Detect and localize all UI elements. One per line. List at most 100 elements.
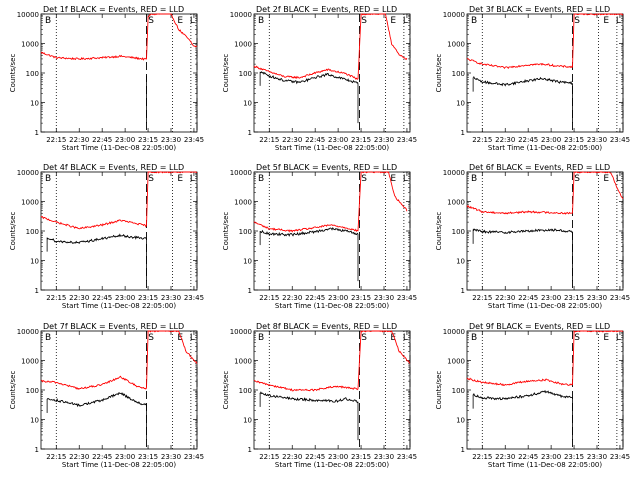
x-tick-label: 23:15 xyxy=(564,453,584,461)
plot-frame xyxy=(40,13,198,133)
marker-label-e: E xyxy=(390,174,396,184)
y-tick-label: 10000 xyxy=(443,328,465,336)
y-tick-label: 100 xyxy=(239,387,252,395)
y-tick-label: 10 xyxy=(456,258,465,266)
x-tick-label: 23:30 xyxy=(374,294,394,302)
y-axis-label: Counts/sec xyxy=(9,371,17,410)
y-tick-label: 1 xyxy=(35,287,39,295)
x-tick-label: 23:15 xyxy=(138,136,158,144)
marker-label-b: B xyxy=(45,174,51,184)
x-tick-label: 22:30 xyxy=(495,294,515,302)
marker-label-b: B xyxy=(471,333,477,343)
chart-title: Det 9f BLACK = Events, RED = LLD xyxy=(469,322,610,331)
x-tick-label: 23:45 xyxy=(610,136,630,144)
x-tick-label: 22:15 xyxy=(46,453,66,461)
chart-panel-5: Det 5f BLACK = Events, RED = LLD 1 10 100 10… xyxy=(222,163,417,310)
chart-panel-9: Det 9f BLACK = Events, RED = LLD 1 10 100 10… xyxy=(435,322,630,469)
marker-label-b: B xyxy=(258,333,264,343)
marker-label-e: E xyxy=(390,333,396,343)
marker-label-l: L xyxy=(616,333,621,343)
x-tick-label: 23:30 xyxy=(374,136,394,144)
x-tick-label: 22:15 xyxy=(259,453,279,461)
x-tick-label: 22:15 xyxy=(259,294,279,302)
y-tick-label: 10000 xyxy=(230,11,252,19)
x-tick-label: 23:15 xyxy=(564,136,584,144)
x-tick-label: 23:30 xyxy=(587,453,607,461)
y-tick-label: 10000 xyxy=(17,11,39,19)
x-axis-label: Start Time (11-Dec-08 22:05:00) xyxy=(62,461,176,469)
marker-label-l: L xyxy=(616,16,621,26)
events-series-line xyxy=(259,226,359,237)
x-tick-label: 22:15 xyxy=(472,453,492,461)
y-axis-label: Counts/sec xyxy=(222,54,230,93)
y-tick-label: 1000 xyxy=(447,41,465,49)
y-tick-label: 1 xyxy=(248,287,252,295)
x-axis-label: Start Time (11-Dec-08 22:05:00) xyxy=(62,302,176,310)
marker-label-s: S xyxy=(148,174,154,184)
x-tick-label: 22:45 xyxy=(518,453,538,461)
x-tick-label: 22:30 xyxy=(69,453,89,461)
x-tick-label: 22:45 xyxy=(92,294,112,302)
chart-title: Det 6f BLACK = Events, RED = LLD xyxy=(469,163,610,172)
x-tick-label: 23:30 xyxy=(374,453,394,461)
x-axis-label: Start Time (11-Dec-08 22:05:00) xyxy=(275,461,389,469)
lld-series-line xyxy=(466,13,624,70)
x-tick-label: 23:00 xyxy=(115,294,135,302)
plot-frame xyxy=(253,13,411,133)
y-tick-label: 1000 xyxy=(21,358,39,366)
x-tick-label: 23:45 xyxy=(184,294,204,302)
lld-series-line xyxy=(40,13,198,61)
chart-title: Det 7f BLACK = Events, RED = LLD xyxy=(43,322,184,331)
y-tick-label: 100 xyxy=(452,70,465,78)
y-tick-label: 1000 xyxy=(447,358,465,366)
marker-label-b: B xyxy=(471,174,477,184)
chart-title: Det 4f BLACK = Events, RED = LLD xyxy=(43,163,184,172)
x-axis-label: Start Time (11-Dec-08 22:05:00) xyxy=(488,144,602,152)
x-tick-label: 23:30 xyxy=(587,294,607,302)
y-tick-label: 100 xyxy=(26,387,39,395)
events-series-line xyxy=(472,389,573,401)
chart-panel-6: Det 6f BLACK = Events, RED = LLD 1 10 100 10… xyxy=(435,163,630,310)
y-tick-label: 1 xyxy=(461,446,465,454)
x-tick-label: 22:45 xyxy=(518,136,538,144)
x-tick-label: 22:15 xyxy=(259,136,279,144)
y-tick-label: 1 xyxy=(248,446,252,454)
chart-title: Det 5f BLACK = Events, RED = LLD xyxy=(256,163,397,172)
x-tick-label: 23:15 xyxy=(351,294,371,302)
marker-label-l: L xyxy=(190,333,195,343)
y-tick-label: 100 xyxy=(26,70,39,78)
y-tick-label: 1000 xyxy=(21,199,39,207)
y-tick-label: 10 xyxy=(456,417,465,425)
events-series-line xyxy=(46,391,147,408)
chart-title: Det 8f BLACK = Events, RED = LLD xyxy=(256,322,397,331)
x-tick-label: 22:15 xyxy=(46,136,66,144)
y-axis-label: Counts/sec xyxy=(435,212,443,251)
y-tick-label: 1000 xyxy=(234,41,252,49)
y-tick-label: 100 xyxy=(452,228,465,236)
y-tick-label: 1 xyxy=(248,129,252,137)
x-tick-label: 22:30 xyxy=(282,453,302,461)
x-tick-label: 23:00 xyxy=(328,453,348,461)
x-tick-label: 23:45 xyxy=(610,453,630,461)
x-tick-label: 23:15 xyxy=(138,453,158,461)
plot-frame xyxy=(253,330,411,450)
x-tick-label: 23:00 xyxy=(541,294,561,302)
marker-label-e: E xyxy=(603,16,609,26)
marker-label-l: L xyxy=(190,174,195,184)
y-tick-label: 10 xyxy=(243,258,252,266)
lld-series-line xyxy=(466,329,624,387)
x-tick-label: 23:00 xyxy=(115,453,135,461)
lld-series-line xyxy=(253,329,411,392)
x-tick-label: 22:15 xyxy=(472,294,492,302)
lld-series-line xyxy=(41,330,198,390)
x-tick-label: 23:30 xyxy=(161,453,181,461)
x-tick-label: 23:00 xyxy=(541,136,561,144)
x-axis-label: Start Time (11-Dec-08 22:05:00) xyxy=(275,144,389,152)
x-tick-label: 22:30 xyxy=(495,453,515,461)
chart-title: Det 1f BLACK = Events, RED = LLD xyxy=(43,5,184,14)
x-tick-label: 23:00 xyxy=(328,136,348,144)
chart-title: Det 2f BLACK = Events, RED = LLD xyxy=(256,5,397,14)
y-tick-label: 10 xyxy=(243,100,252,108)
plot-frame xyxy=(40,330,198,450)
